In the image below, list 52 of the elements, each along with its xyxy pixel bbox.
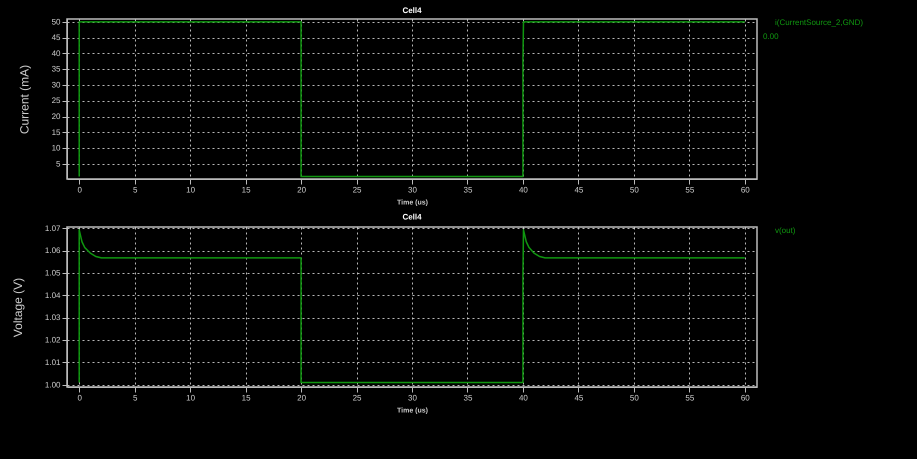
y-tick-label: 10: [52, 144, 62, 153]
x-tick-label: 10: [186, 186, 196, 194]
x-tick-label: 35: [464, 394, 473, 402]
x-tick-label: 25: [352, 394, 362, 402]
x-tick-label: 30: [408, 186, 418, 194]
y-tick-label: 20: [52, 112, 62, 122]
x-tick-label: 20: [297, 186, 307, 194]
x-tick-label: 15: [242, 394, 252, 402]
y-tick-label: 40: [52, 48, 62, 58]
x-tick-label: 5: [132, 394, 138, 402]
x-tick-label: 0: [77, 394, 82, 402]
y-tick-label: 1.01: [44, 358, 62, 367]
y-tick-label: 30: [52, 80, 62, 90]
x-tick-label: 25: [352, 186, 362, 194]
x-tick-label: 50: [630, 394, 640, 402]
y-tick-label: 35: [52, 64, 62, 74]
chart-title: Cell4: [402, 212, 422, 222]
line-series: [78, 229, 746, 384]
x-tick-label: 55: [685, 394, 695, 402]
y-tick-label: 1.00: [44, 380, 62, 390]
x-tick-label: 55: [685, 186, 695, 194]
x-tick-label: 50: [630, 186, 640, 194]
y-tick-label: 25: [52, 96, 62, 106]
y-tick-label: 1.06: [44, 246, 62, 256]
y-tick-label: 45: [52, 33, 62, 42]
y-tick-label: 15: [52, 128, 62, 137]
x-tick-label: 60: [740, 394, 750, 402]
y-tick-label: 1.03: [44, 313, 62, 322]
chart-title: Cell4: [402, 6, 422, 15]
text: i(CurrentSource_2,GND): [775, 18, 864, 27]
y-tick-label: 1.04: [44, 290, 62, 300]
text: 0.00: [763, 32, 780, 41]
x-tick-label: 30: [408, 394, 418, 402]
x-tick-label: 40: [518, 394, 528, 402]
x-tick-label: 45: [574, 394, 584, 402]
y-tick-label: 1.07: [44, 224, 62, 233]
x-tick-label: 35: [464, 186, 473, 194]
x-tick-label: 5: [132, 186, 138, 194]
y-tick-label: 1.02: [44, 336, 62, 345]
y-axis-title: Voltage (V): [10, 278, 25, 338]
x-tick-label: 40: [518, 186, 528, 194]
x-tick-label: 0: [77, 186, 82, 194]
x-tick-label: 15: [242, 186, 252, 194]
y-tick-label: 50: [52, 17, 62, 26]
y-tick-label: 5: [56, 159, 62, 168]
x-tick-label: 45: [574, 186, 584, 194]
y-tick-label: 1.05: [44, 268, 62, 278]
x-tick-label: 10: [186, 394, 196, 402]
text: v(out): [775, 226, 796, 235]
x-tick-label: 60: [740, 186, 750, 194]
y-axis-title: Current (mA): [18, 64, 32, 134]
x-tick-label: 20: [297, 394, 307, 402]
